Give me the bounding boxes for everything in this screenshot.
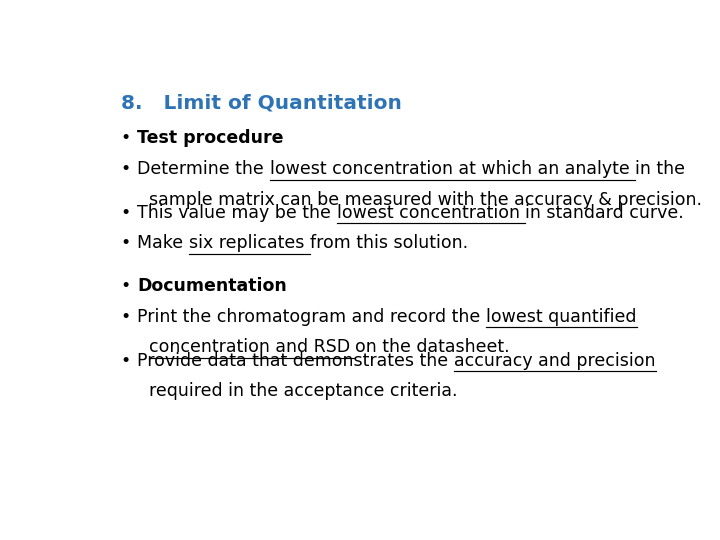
Text: on the datasheet.: on the datasheet. [355, 339, 510, 356]
Text: •: • [121, 129, 131, 147]
Text: •: • [121, 234, 131, 252]
Text: sample matrix can be measured with the accuracy & precision.: sample matrix can be measured with the a… [148, 191, 701, 209]
Text: in standard curve.: in standard curve. [526, 204, 684, 222]
Text: accuracy and precision: accuracy and precision [454, 352, 655, 370]
Text: •: • [121, 277, 131, 295]
Text: required in the acceptance criteria.: required in the acceptance criteria. [148, 382, 457, 400]
Text: lowest concentration: lowest concentration [337, 204, 526, 222]
Text: lowest concentration at which an analyte: lowest concentration at which an analyte [270, 160, 635, 178]
Text: This value may be the: This value may be the [138, 204, 337, 222]
Text: •: • [121, 160, 131, 178]
Text: Determine the: Determine the [138, 160, 270, 178]
Text: Documentation: Documentation [138, 277, 287, 295]
Text: •: • [121, 204, 131, 222]
Text: concentration and RSD: concentration and RSD [148, 339, 355, 356]
Text: Make: Make [138, 234, 189, 252]
Text: six replicates: six replicates [189, 234, 310, 252]
Text: from this solution.: from this solution. [310, 234, 468, 252]
Text: 8.   Limit of Quantitation: 8. Limit of Quantitation [121, 94, 402, 113]
Text: •: • [121, 352, 131, 370]
Text: Provide data that demonstrates the: Provide data that demonstrates the [138, 352, 454, 370]
Text: Test procedure: Test procedure [138, 129, 284, 147]
Text: Print the chromatogram and record the: Print the chromatogram and record the [138, 308, 486, 326]
Text: in the: in the [635, 160, 685, 178]
Text: lowest quantified: lowest quantified [486, 308, 636, 326]
Text: •: • [121, 308, 131, 326]
